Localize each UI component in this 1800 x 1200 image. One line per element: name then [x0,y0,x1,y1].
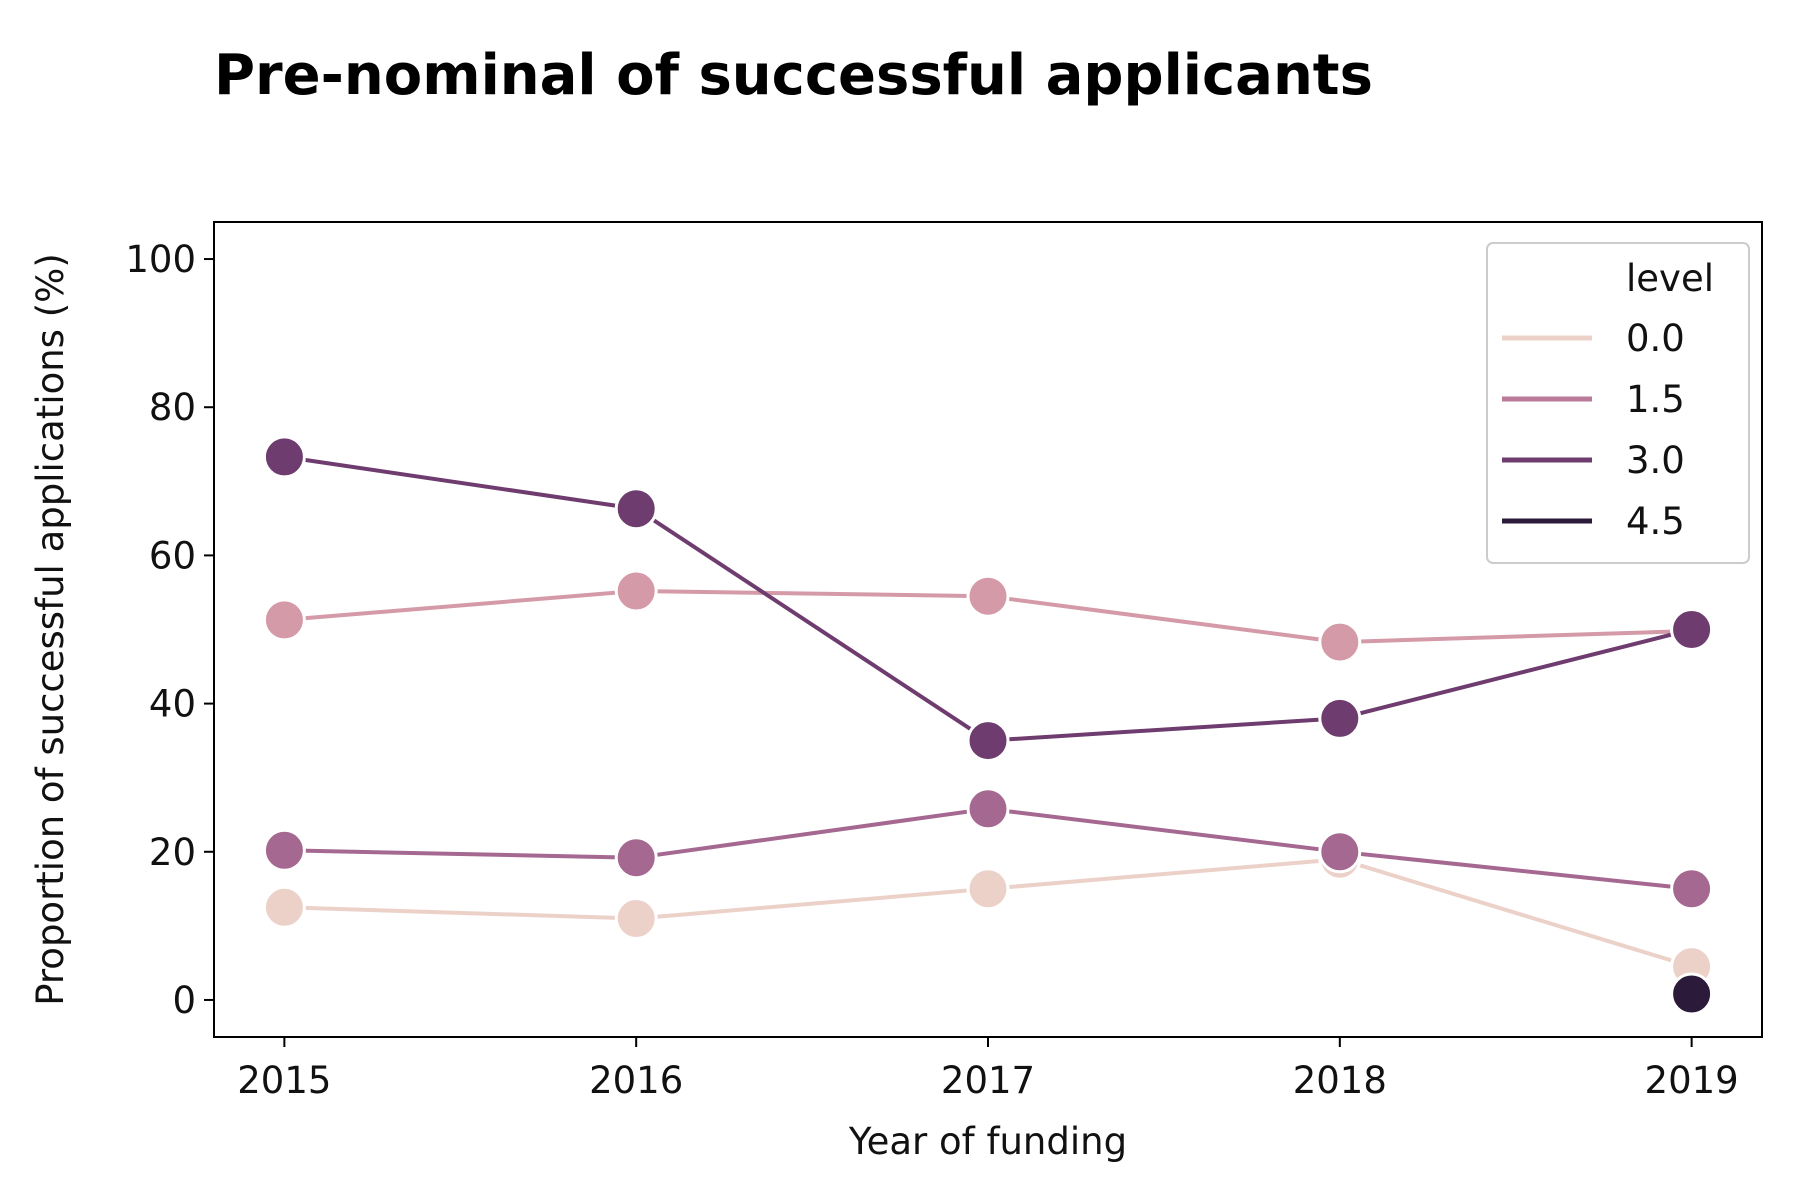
data-point [1318,830,1362,874]
x-tick-label: 2017 [941,1059,1035,1102]
data-point [1670,867,1714,911]
data-point [966,867,1010,911]
legend-label: 1.5 [1626,378,1685,421]
x-tick-label: 2018 [1293,1059,1387,1102]
data-point [1670,972,1714,1016]
data-point [966,787,1010,831]
series-1 [262,569,1714,664]
y-axis: 0 20 40 60 80 100 [125,238,214,1022]
legend-entries: 0.0 1.5 3.0 4.5 [1502,317,1685,543]
chart-title: Pre-nominal of successful applicants [214,43,1373,108]
data-point [614,569,658,613]
legend-label: 3.0 [1626,439,1685,482]
data-point [966,574,1010,618]
y-tick-label: 100 [125,238,196,281]
data-point [614,897,658,940]
series-2 [262,787,1714,911]
x-tick-label: 2019 [1645,1059,1739,1102]
data-point [262,435,306,479]
legend-label: 0.0 [1626,317,1685,360]
legend-title: level [1626,257,1714,300]
x-tick-label: 2015 [237,1059,331,1102]
legend-box [1486,242,1750,564]
y-tick-label: 80 [149,386,196,429]
series-4 [1670,972,1714,1016]
series-3 [262,435,1714,763]
data-point [1318,620,1362,664]
legend-label: 4.5 [1626,500,1685,543]
y-axis-label: Proportion of successful applications (%… [29,253,72,1006]
data-point [262,598,306,642]
data-point [262,885,306,929]
legend: level 0.0 1.5 3.0 4.5 [1486,242,1750,564]
data-point [262,828,306,872]
data-point [614,487,658,531]
series-layer [262,435,1714,1016]
y-tick-label: 60 [149,534,196,577]
x-axis-label: Year of funding [848,1120,1127,1163]
x-axis: 2015 2016 2017 2018 2019 [237,1037,1739,1102]
y-tick-label: 20 [149,831,196,874]
data-point [614,836,658,880]
y-tick-label: 40 [149,683,196,726]
data-point [966,719,1010,763]
data-point [1318,696,1362,740]
data-point [1670,608,1714,651]
y-tick-label: 0 [172,979,196,1022]
x-tick-label: 2016 [589,1059,683,1102]
series-0 [262,837,1714,989]
